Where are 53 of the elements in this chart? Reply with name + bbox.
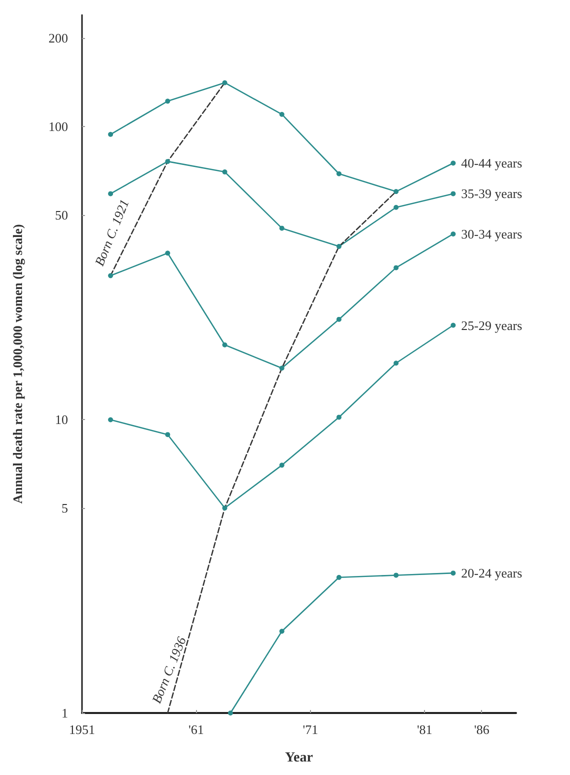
point bbox=[336, 574, 342, 580]
point bbox=[222, 169, 228, 174]
point bbox=[108, 132, 114, 137]
point bbox=[336, 171, 342, 176]
point bbox=[165, 250, 170, 256]
y-tick-label: 1 bbox=[62, 706, 68, 720]
y-tick-label: 100 bbox=[48, 118, 68, 134]
point bbox=[279, 462, 284, 468]
y-tick-label: 5 bbox=[62, 500, 68, 516]
point bbox=[165, 432, 170, 438]
point bbox=[108, 191, 114, 196]
series-label: 25-29 years bbox=[461, 318, 522, 333]
point bbox=[450, 322, 456, 328]
y-tick-label: 50 bbox=[55, 207, 68, 222]
point bbox=[279, 628, 284, 634]
point bbox=[165, 158, 170, 164]
y-tick-label: 200 bbox=[48, 30, 68, 46]
point bbox=[108, 273, 114, 278]
point bbox=[228, 710, 233, 716]
annotation: Born C. 1936 bbox=[148, 634, 190, 706]
point bbox=[394, 265, 399, 270]
point bbox=[108, 417, 114, 422]
point bbox=[450, 160, 456, 166]
x-tick-label: '71 bbox=[302, 722, 318, 737]
series-label: 20-24 years bbox=[461, 566, 522, 581]
point bbox=[222, 80, 228, 86]
x-tick-label: '81 bbox=[416, 722, 432, 737]
point bbox=[450, 231, 456, 236]
series-label: 35-39 years bbox=[461, 186, 522, 202]
point bbox=[165, 98, 170, 104]
x-tick-label: 1951 bbox=[69, 722, 95, 737]
point bbox=[279, 112, 284, 117]
point bbox=[222, 506, 228, 511]
point bbox=[336, 414, 342, 420]
point bbox=[450, 191, 456, 196]
point bbox=[394, 189, 399, 194]
point bbox=[394, 360, 399, 366]
series-label: 30-34 years bbox=[461, 226, 522, 242]
point bbox=[222, 342, 228, 348]
y-axis-title: Annual death rate per 1,000,000 women (log scale) bbox=[10, 224, 25, 504]
x-axis-title: Year bbox=[285, 750, 313, 766]
x-tick-label: '61 bbox=[188, 722, 204, 737]
annotation: Born C. 1921 bbox=[92, 197, 132, 268]
point bbox=[279, 366, 284, 371]
point bbox=[336, 316, 342, 322]
series-label: 40-44 years bbox=[461, 156, 522, 171]
x-tick-label: '86 bbox=[474, 722, 490, 737]
point bbox=[450, 570, 456, 576]
y-tick-label: 10 bbox=[55, 412, 68, 428]
point bbox=[394, 204, 399, 210]
point bbox=[336, 244, 342, 249]
point bbox=[394, 572, 399, 578]
point bbox=[279, 226, 284, 231]
